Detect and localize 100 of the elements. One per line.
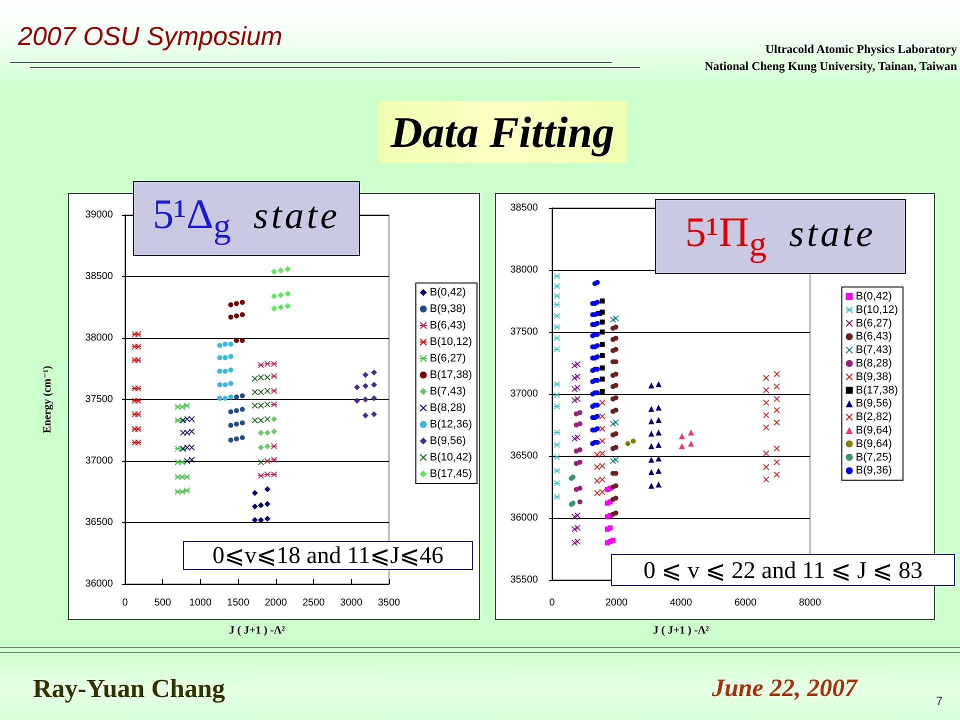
point [278,292,284,298]
x-axis-title: J ( J+1 ) -Λ² [229,624,286,636]
point [240,420,245,426]
point [594,478,600,484]
point [656,381,662,388]
point [774,371,780,378]
point [656,417,662,424]
point [222,368,228,374]
point [612,456,619,463]
legend-label: B(9,36) [856,464,892,477]
point [613,483,618,488]
x-tick-label: 2000 [264,598,288,608]
point [264,501,270,508]
x-tick-label: 4000 [670,598,693,608]
point [574,538,580,545]
y-tick-label: 38500 [85,271,114,282]
point [678,433,685,440]
point [594,426,600,432]
point [264,430,270,436]
point [284,266,291,272]
y-tick-label: 38000 [85,332,114,344]
point [271,373,278,380]
point [228,394,234,400]
y-tick-label: 38500 [510,202,538,214]
legend-label: B(0,42) [430,286,466,298]
annotation: 0⩽v⩽18 and 11⩽J⩽46 [183,541,473,570]
point [234,338,239,343]
point [600,330,605,334]
point [648,456,654,463]
point [278,267,284,274]
x-tick-label: 2500 [302,598,326,608]
point [577,421,582,426]
point [240,300,245,305]
point [613,336,618,341]
legend-label: B(6,27) [430,352,466,364]
point [228,354,234,359]
point [258,362,264,368]
point [258,430,264,436]
point [222,382,228,388]
point [234,313,239,318]
point [228,422,234,428]
point [594,414,600,419]
point [284,290,291,297]
point [554,429,560,436]
legend-label: B(6,27) [856,317,892,330]
point [234,422,239,427]
point [271,428,278,434]
point [252,504,258,510]
y-axis-title: Energy (cm⁻¹) [42,365,54,434]
point [613,372,618,377]
point [648,430,654,437]
point [656,482,662,488]
legend-label: B(7,43) [430,386,466,398]
y-tick-label: 37000 [85,456,114,466]
point [554,494,560,500]
point [577,460,582,465]
point [613,408,618,413]
point [371,411,378,418]
point [271,268,278,275]
point [240,338,245,343]
point [179,404,186,410]
point [613,346,618,352]
point [258,374,264,380]
point [271,388,278,394]
point [264,416,270,422]
point [594,320,600,326]
x-tick-label: 3500 [378,598,401,608]
legend-label: B(0,42) [856,290,892,302]
point [234,408,239,414]
x-tick-label: 500 [154,598,172,608]
point [599,400,606,406]
point [264,472,270,478]
x-axis-title: J ( J+1 ) -Λ² [653,624,710,636]
point [648,469,654,476]
legend-label: B(9,64) [856,438,892,450]
point [184,430,190,436]
point [608,525,613,530]
point [763,387,770,394]
point [217,382,222,388]
point [135,344,142,350]
point [577,486,582,491]
legend-label: B(9,56) [430,435,466,447]
legend-label: B(2,82) [856,411,892,424]
point [240,312,245,318]
point [613,382,618,388]
point [234,436,239,442]
x-tick-label: 0 [549,598,556,608]
point [371,382,378,388]
point [240,435,245,440]
point [599,438,606,444]
point [371,395,378,402]
point [577,447,582,452]
point [252,389,258,396]
point [271,472,278,478]
point [577,410,582,416]
point [688,429,694,436]
point [594,280,600,285]
point [600,389,605,394]
legend-label: B(8,28) [430,402,466,414]
point [228,367,234,372]
